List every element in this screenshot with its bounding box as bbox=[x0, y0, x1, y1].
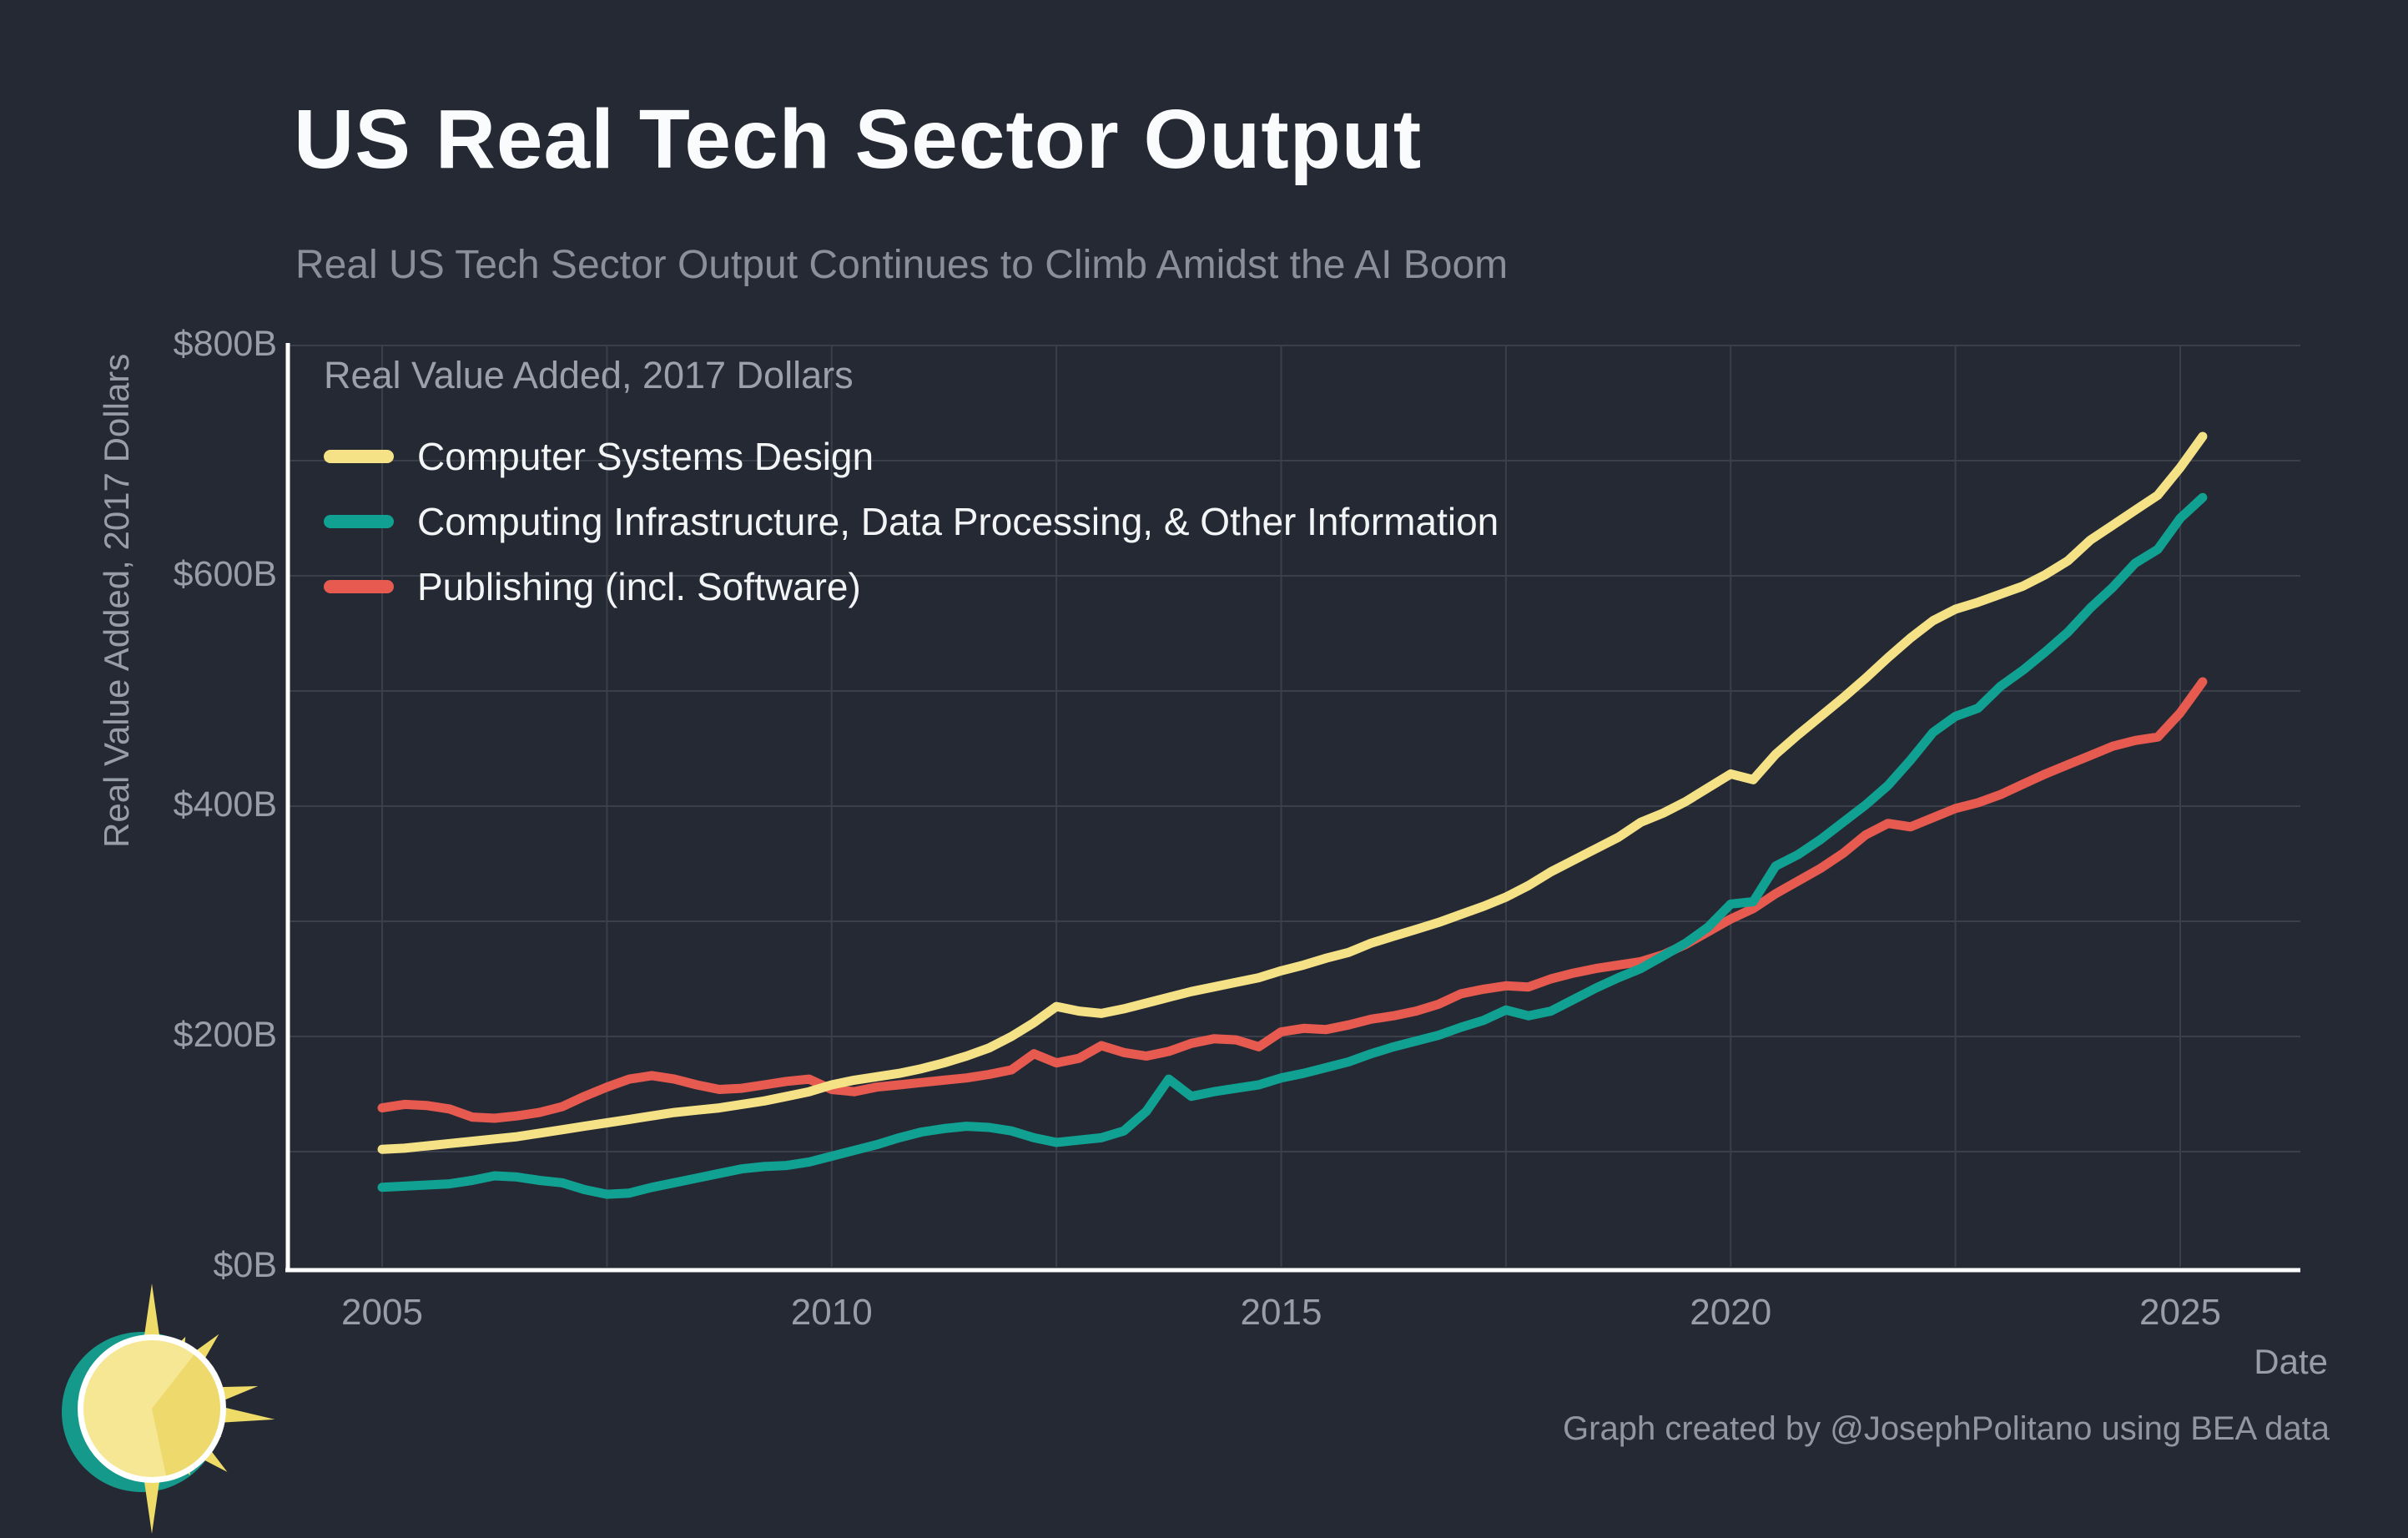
legend-swatch-computing-infrastructure bbox=[324, 515, 394, 528]
sun-logo-wedge bbox=[152, 1354, 220, 1476]
x-tick-labels: 2005 2010 2015 2020 2025 bbox=[0, 1292, 2408, 1342]
y-tick-labels: $0B $200B $400B $600B $800B bbox=[0, 0, 284, 1538]
legend-label-computer-systems-design: Computer Systems Design bbox=[417, 435, 874, 478]
x-tick-label: 2015 bbox=[1240, 1292, 1322, 1333]
legend-item-computing-infrastructure: Computing Infrastructure, Data Processin… bbox=[324, 496, 1499, 547]
x-tick-label: 2005 bbox=[341, 1292, 423, 1333]
y-tick-label: $600B bbox=[173, 554, 277, 594]
chart-title: US Real Tech Sector Output bbox=[294, 93, 1423, 186]
legend-label-computing-infrastructure: Computing Infrastructure, Data Processin… bbox=[417, 500, 1499, 543]
legend: Real Value Added, 2017 Dollars Computer … bbox=[324, 354, 1499, 626]
attribution-text: Graph created by @JosephPolitano using B… bbox=[1563, 1410, 2330, 1447]
gridlines bbox=[288, 345, 2300, 1267]
y-tick-label: $200B bbox=[173, 1015, 277, 1055]
series-line-publishing bbox=[377, 677, 2208, 1123]
x-tick-label: 2025 bbox=[2139, 1292, 2221, 1333]
legend-item-computer-systems-design: Computer Systems Design bbox=[324, 431, 1499, 482]
y-tick-label: $800B bbox=[173, 324, 277, 364]
chart-subtitle: Real US Tech Sector Output Continues to … bbox=[295, 243, 1509, 287]
series-line-computing-infrastructure bbox=[377, 492, 2208, 1199]
x-axis-title: Date bbox=[2254, 1342, 2328, 1381]
legend-swatch-publishing bbox=[324, 580, 394, 593]
sun-logo bbox=[62, 1283, 275, 1534]
series-line-computer-systems-design bbox=[377, 431, 2208, 1154]
legend-title: Real Value Added, 2017 Dollars bbox=[324, 354, 854, 396]
x-tick-label: 2020 bbox=[1690, 1292, 1772, 1333]
y-tick-label: $0B bbox=[213, 1245, 277, 1285]
y-tick-label: $400B bbox=[173, 784, 277, 824]
x-tick-label: 2010 bbox=[790, 1292, 873, 1333]
legend-item-publishing: Publishing (incl. Software) bbox=[324, 561, 1499, 613]
legend-swatch-computer-systems-design bbox=[324, 450, 394, 463]
legend-label-publishing: Publishing (incl. Software) bbox=[417, 565, 861, 608]
